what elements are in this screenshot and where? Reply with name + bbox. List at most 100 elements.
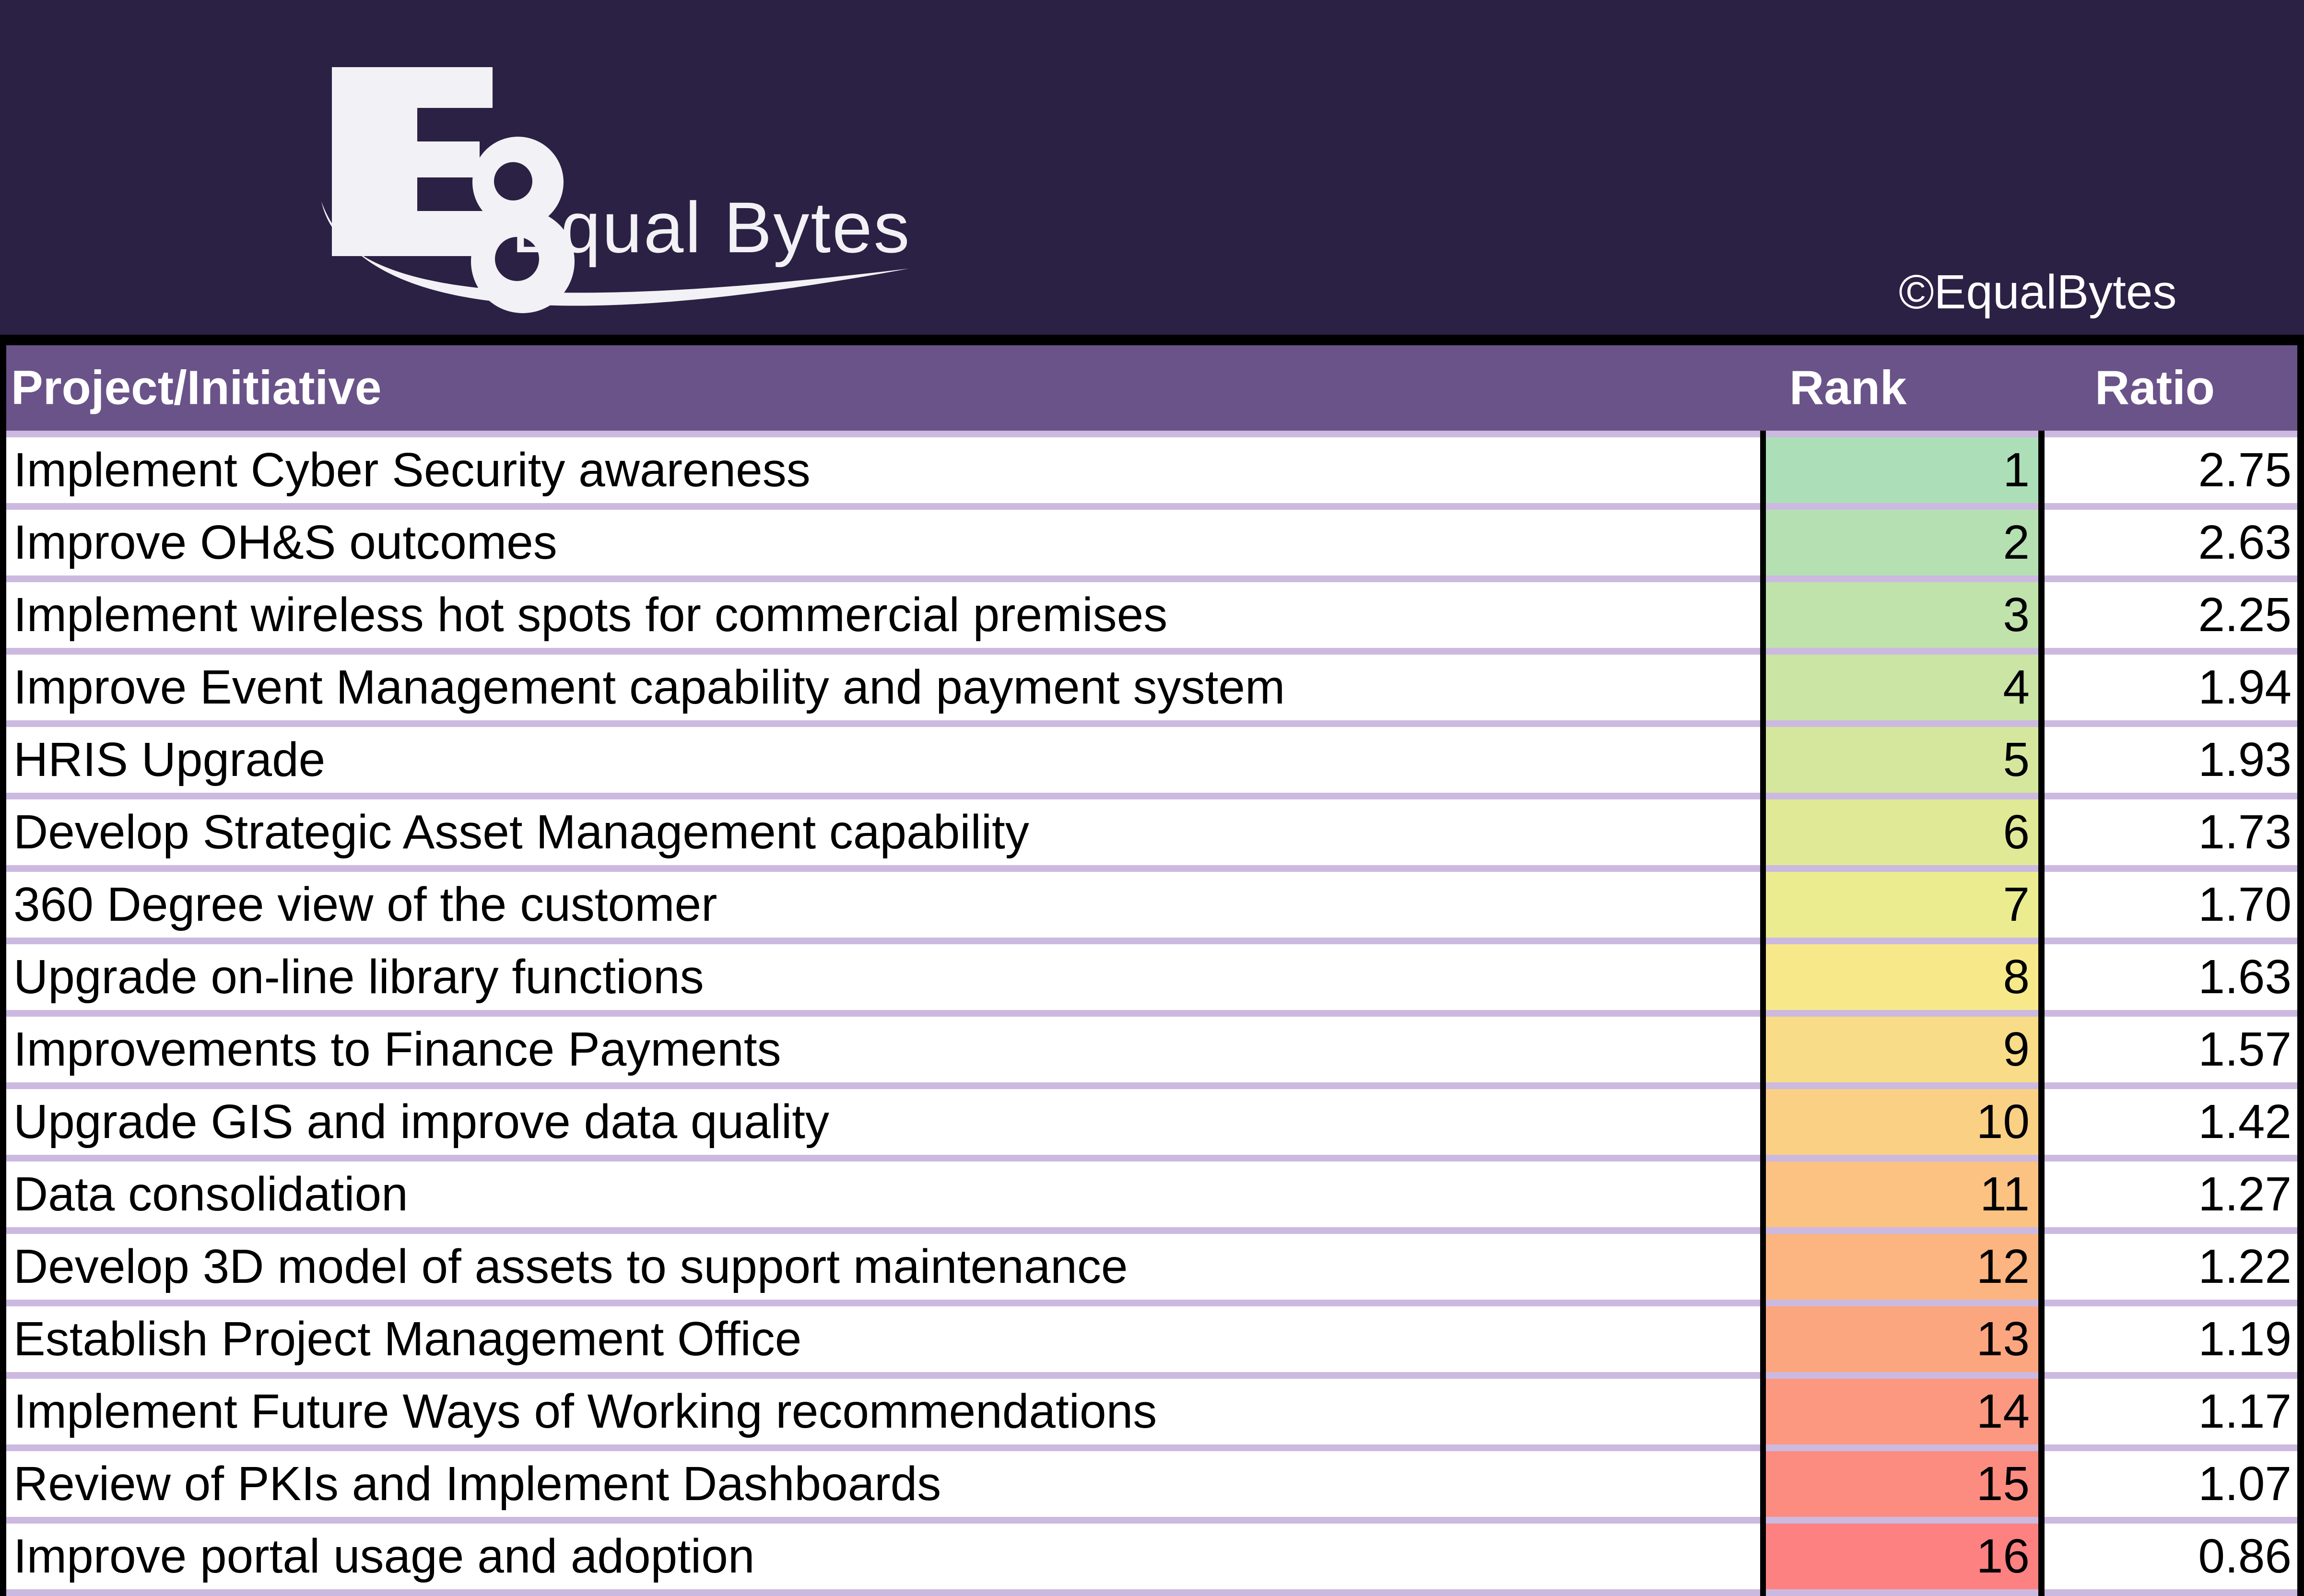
rank-cell: 8: [1766, 944, 2038, 1010]
column-border: [2038, 1524, 2045, 1589]
table-row: Implement wireless hot spots for commerc…: [6, 582, 2297, 648]
table-row: Establish Project Management Office 13 1…: [6, 1306, 2297, 1372]
row-separator: [6, 503, 2297, 510]
row-separator: [6, 793, 2297, 799]
separator-segment: [2045, 720, 2297, 727]
rank-cell: 16: [1766, 1524, 2038, 1589]
column-border: [1760, 1517, 1766, 1524]
table-row: HRIS Upgrade 5 1.93: [6, 727, 2297, 793]
separator-segment: [2045, 793, 2297, 799]
rank-cell: 13: [1766, 1306, 2038, 1372]
separator-segment: [6, 1010, 1760, 1017]
column-border: [1760, 793, 1766, 799]
ratio-cell: 1.17: [2045, 1379, 2297, 1444]
column-border: [1760, 720, 1766, 727]
rank-cell: 1: [1766, 437, 2038, 503]
table-row: Improve Event Management capability and …: [6, 655, 2297, 720]
separator-segment: [2045, 1300, 2297, 1306]
column-border: [2038, 1010, 2045, 1017]
separator-segment: [6, 503, 1760, 510]
separator-segment: [6, 938, 1760, 944]
separator-segment: [1766, 575, 2038, 582]
column-border: [1760, 1234, 1766, 1300]
equal-bytes-logo-icon: [321, 67, 909, 313]
column-header-ratio: Ratio: [2095, 361, 2215, 415]
column-border: [1760, 1300, 1766, 1306]
column-border: [1760, 1524, 1766, 1589]
project-cell: 360 Degree view of the customer: [6, 872, 1760, 938]
row-separator: [6, 865, 2297, 872]
project-cell: Implement wireless hot spots for commerc…: [6, 582, 1760, 648]
column-border: [2038, 1444, 2045, 1451]
column-border: [2038, 938, 2045, 944]
column-border: [1760, 655, 1766, 720]
column-border: [2038, 1017, 2045, 1082]
column-border: [2038, 1300, 2045, 1306]
column-border: [2038, 1089, 2045, 1155]
project-cell: Upgrade GIS and improve data quality: [6, 1089, 1760, 1155]
column-border: [1760, 872, 1766, 938]
column-border: [2038, 865, 2045, 872]
project-cell: HRIS Upgrade: [6, 727, 1760, 793]
project-cell: Improve Event Management capability and …: [6, 655, 1760, 720]
separator-segment: [6, 1372, 1760, 1379]
project-cell: Improve portal usage and adoption: [6, 1524, 1760, 1589]
ratio-cell: 1.27: [2045, 1162, 2297, 1227]
rank-cell: 2: [1766, 510, 2038, 575]
table-row: Improvements to Finance Payments 9 1.57: [6, 1017, 2297, 1082]
project-cell: Develop 3D model of assets to support ma…: [6, 1234, 1760, 1300]
column-border: [1760, 1010, 1766, 1017]
separator-segment: [2045, 865, 2297, 872]
column-border: [1760, 1589, 1766, 1596]
column-border: [2038, 575, 2045, 582]
column-header-rank: Rank: [1789, 361, 1907, 415]
column-border: [1760, 1089, 1766, 1155]
column-border: [1760, 437, 1766, 503]
project-cell: Upgrade on-line library functions: [6, 944, 1760, 1010]
row-separator: [6, 1010, 2297, 1017]
column-border: [2038, 727, 2045, 793]
column-border: [2038, 799, 2045, 865]
column-border: [1760, 865, 1766, 872]
column-border: [2038, 1372, 2045, 1379]
separator-segment: [1766, 938, 2038, 944]
table-row: Upgrade on-line library functions 8 1.63: [6, 944, 2297, 1010]
separator-segment: [2045, 1010, 2297, 1017]
separator-segment: [1766, 1010, 2038, 1017]
separator-segment: [6, 431, 1760, 437]
table-row: Improve portal usage and adoption 16 0.8…: [6, 1524, 2297, 1589]
row-separator: [6, 1372, 2297, 1379]
separator-segment: [2045, 1227, 2297, 1234]
column-border: [2038, 1155, 2045, 1162]
rank-cell: 10: [1766, 1089, 2038, 1155]
separator-segment: [1766, 1372, 2038, 1379]
table-row: Review of PKIs and Implement Dashboards …: [6, 1451, 2297, 1517]
table-row: Develop Strategic Asset Management capab…: [6, 799, 2297, 865]
table-body: Implement Cyber Security awareness 1 2.7…: [6, 431, 2297, 1589]
column-border: [2038, 1082, 2045, 1089]
table-row: Upgrade GIS and improve data quality 10 …: [6, 1089, 2297, 1155]
separator-segment: [2045, 431, 2297, 437]
rank-cell: 6: [1766, 799, 2038, 865]
row-separator: [6, 431, 2297, 437]
column-border: [2038, 1451, 2045, 1517]
row-separator: [6, 1300, 2297, 1306]
ratio-cell: 1.42: [2045, 1089, 2297, 1155]
column-border: [2038, 1227, 2045, 1234]
column-border: [1760, 1162, 1766, 1227]
project-cell: Implement Cyber Security awareness: [6, 437, 1760, 503]
separator-segment: [6, 1227, 1760, 1234]
rank-cell: 11: [1766, 1162, 2038, 1227]
column-border: [1760, 431, 1766, 437]
column-border: [2038, 437, 2045, 503]
separator-segment: [6, 793, 1760, 799]
ratio-cell: 0.86: [2045, 1524, 2297, 1589]
project-cell: Implement Future Ways of Working recomme…: [6, 1379, 1760, 1444]
project-cell: Improve OH&S outcomes: [6, 510, 1760, 575]
row-separator: [6, 1444, 2297, 1451]
project-cell: Establish Project Management Office: [6, 1306, 1760, 1372]
column-border: [1760, 582, 1766, 648]
column-border: [1760, 727, 1766, 793]
separator-segment: [2045, 938, 2297, 944]
